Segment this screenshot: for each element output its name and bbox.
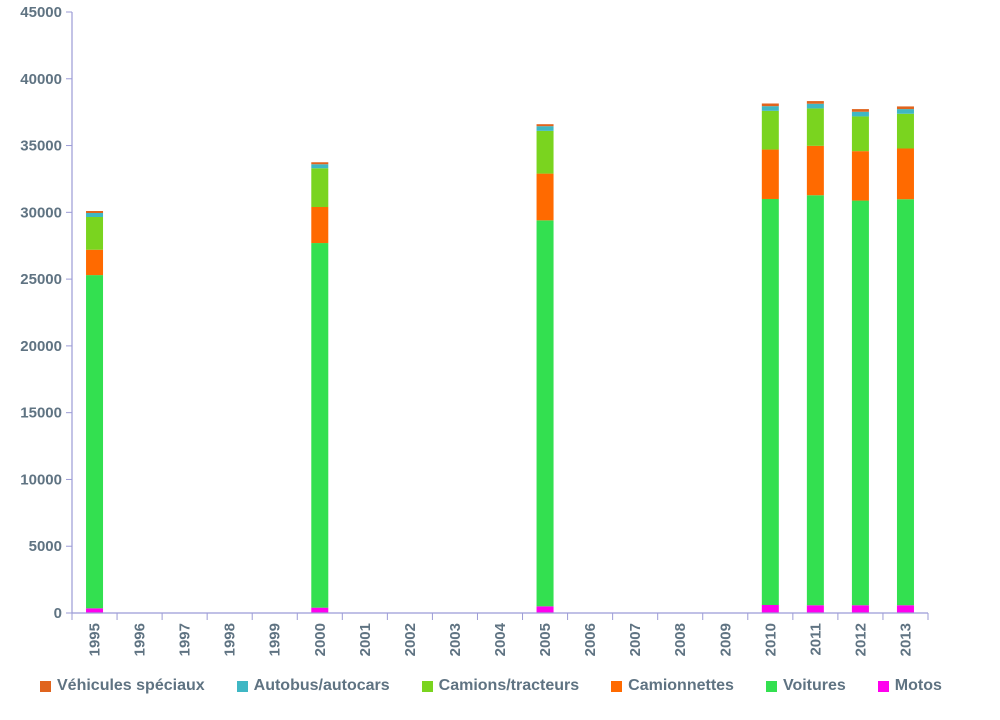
y-tick-label: 30000 [20,204,62,221]
x-tick-label: 1996 [132,623,149,656]
bar-2013-camionnettes [896,148,914,200]
bar-2012-v-hicules-sp-ciaux [851,109,869,112]
chart-plot: 0 5000 10000 15000 20000 25000 30000 35000 40000… [20,4,929,656]
bar-2010-camions-tracteurs [761,110,779,150]
x-tick-label: 1997 [177,623,194,656]
legend-label: Véhicules spéciaux [57,677,205,694]
x-tick-label: 2009 [717,623,734,656]
x-tick-label: 1995 [87,623,104,656]
legend-swatch [421,680,433,692]
bar-1995-voitures [86,275,104,609]
y-tick-label: 45000 [20,4,62,21]
bar-2000-v-hicules-sp-ciaux [311,162,329,165]
x-tick-label: 1998 [222,623,239,656]
bar-1995-autobus-autocars [86,213,104,218]
x-tick-label: 2010 [762,623,779,656]
bar-1995-motos [86,608,104,613]
bars [86,101,914,613]
x-tick-label: 2002 [402,623,419,656]
y-tick-label: 10000 [20,471,62,488]
bar-2000-autobus-autocars [311,164,329,169]
bar-2010-autobus-autocars [761,106,779,111]
y-tick-label: 20000 [20,338,62,355]
bar-2005-motos [536,606,554,613]
bar-2010-voitures [761,198,779,605]
legend-swatch [40,680,51,692]
bar-2011-voitures [806,195,824,606]
legend-label: Camionnettes [628,677,734,694]
bar-2013-autobus-autocars [896,109,914,114]
legend-item: Motos [877,677,942,695]
axes [66,11,929,620]
legend-label: Autobus/autocars [253,677,390,694]
bar-2012-camions-tracteurs [851,116,869,152]
bar-2011-autobus-autocars [806,103,824,109]
x-tick-label: 2005 [537,623,554,656]
legend-item: Véhicules spéciaux [40,677,205,695]
bar-2000-voitures [311,243,329,608]
bar-2011-v-hicules-sp-ciaux [806,101,824,104]
x-tick-label: 2008 [672,623,689,656]
bar-2000-motos [311,607,329,613]
legend-item: Voitures [765,677,846,695]
bar-2012-voitures [851,200,869,606]
bar-2005-camionnettes [536,173,554,221]
x-tick-label: 2003 [447,623,464,656]
y-tick-label: 5000 [29,538,62,555]
x-tick-label: 2013 [897,623,914,656]
y-tick-label: 40000 [20,71,62,88]
legend-item: Camionnettes [611,677,734,695]
bar-2010-camionnettes [761,149,779,199]
bar-2013-motos [896,605,914,613]
legend-item: Camions/tracteurs [421,677,580,695]
x-tick-label: 2004 [492,622,509,656]
bar-1995-camionnettes [86,249,104,276]
y-tick-label: 15000 [20,405,62,422]
bar-2010-motos [761,604,779,613]
y-tick-label: 25000 [20,271,62,288]
bar-2011-camionnettes [806,145,824,196]
bar-2012-motos [851,605,869,613]
y-tick-label: 35000 [20,138,62,155]
bar-2005-voitures [536,220,554,607]
bar-2013-v-hicules-sp-ciaux [896,106,914,110]
bar-2000-camionnettes [311,206,329,244]
legend-swatch [877,680,889,692]
bar-2011-motos [806,605,824,613]
bar-2005-v-hicules-sp-ciaux [536,124,554,127]
bar-2013-voitures [896,199,914,606]
bar-1995-camions-tracteurs [86,217,104,250]
legend-swatch [236,680,248,692]
x-tick-label: 2012 [852,623,869,656]
x-tick-label: 1999 [267,623,284,656]
bar-2013-camions-tracteurs [896,113,914,149]
bar-2005-autobus-autocars [536,126,554,131]
legend-label: Camions/tracteurs [438,677,580,694]
y-tick-label: 0 [54,605,62,622]
legend-item: Autobus/autocars [236,677,390,695]
x-tick-label: 2000 [312,623,329,656]
legend-label: Motos [894,677,942,694]
x-tick-label: 2007 [627,623,644,656]
bar-2012-autobus-autocars [851,111,869,117]
legend-label: Voitures [782,677,846,694]
x-tick-labels: 1995 1996 1997 1998 1999 2000 2001 2002 2003 2004… [87,622,915,656]
legend-swatch [765,680,777,692]
x-tick-label: 2011 [807,623,824,656]
bar-2000-camions-tracteurs [311,168,329,207]
legend-swatch [611,680,623,692]
x-tick-label: 2006 [582,623,599,656]
bar-2012-camionnettes [851,151,869,201]
bar-2010-v-hicules-sp-ciaux [761,103,779,107]
bar-2005-camions-tracteurs [536,130,554,174]
y-tick-labels: 0 5000 10000 15000 20000 25000 30000 35000 40000… [20,4,62,622]
x-tick-label: 2001 [357,623,374,656]
legend: Véhicules spéciaux Autobus/autocars Camion… [40,672,990,700]
bar-2011-camions-tracteurs [806,108,824,146]
bar-1995-v-hicules-sp-ciaux [86,211,104,213]
